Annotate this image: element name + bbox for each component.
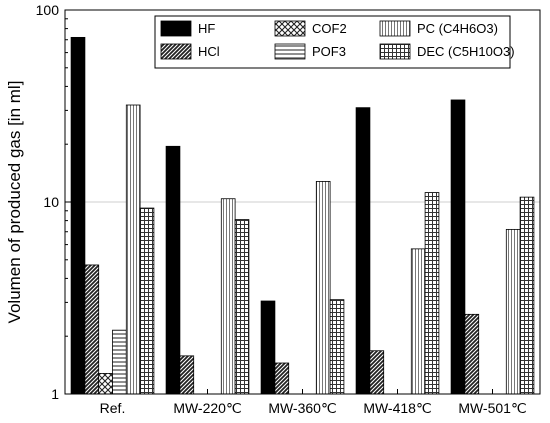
bar-6-3 bbox=[329, 299, 345, 395]
bar-2-3 bbox=[274, 362, 290, 395]
legend-label: POF3 bbox=[312, 44, 346, 59]
bar-5-5 bbox=[505, 228, 521, 395]
legend-label: COF2 bbox=[312, 21, 347, 36]
bar-6-1 bbox=[139, 207, 155, 395]
legend-swatch bbox=[379, 20, 411, 37]
bar-5-1 bbox=[125, 104, 141, 395]
axis-ticks bbox=[65, 9, 493, 395]
bar-1-3 bbox=[260, 300, 276, 395]
y-tick-label: 1 bbox=[51, 386, 59, 402]
bar-1-1 bbox=[70, 36, 86, 395]
bar-5-4 bbox=[410, 248, 426, 395]
y-tick-label: 10 bbox=[43, 194, 59, 210]
bar-1-5 bbox=[450, 99, 466, 395]
legend-label: HCl bbox=[198, 44, 220, 59]
bar-1-2 bbox=[165, 145, 181, 395]
bar-6-5 bbox=[519, 196, 535, 395]
legend-box bbox=[154, 15, 511, 69]
x-tick-labels: Ref. MW-220℃ MW-360℃ MW-418℃ MW-501℃ bbox=[100, 400, 527, 416]
x-tick-label: MW-501℃ bbox=[458, 400, 526, 416]
y-axis-label: Volumen of produced gas [in ml] bbox=[5, 81, 24, 324]
x-tick-label: MW-360℃ bbox=[268, 400, 336, 416]
legend-label: DEC (C5H10O3) bbox=[417, 44, 515, 59]
y-tick-label: 100 bbox=[36, 2, 60, 18]
bar-4-1 bbox=[112, 329, 127, 395]
x-tick-label: MW-220℃ bbox=[173, 400, 241, 416]
legend-label: HF bbox=[198, 21, 215, 36]
bar-5-3 bbox=[315, 181, 331, 395]
bar-2-4 bbox=[369, 350, 385, 395]
legend-swatch bbox=[160, 43, 192, 60]
bar-6-4 bbox=[424, 192, 440, 395]
bar-6-2 bbox=[234, 219, 250, 395]
x-tick-label: MW-418℃ bbox=[363, 400, 431, 416]
legend-swatch bbox=[379, 43, 411, 60]
x-tick-label: Ref. bbox=[100, 400, 126, 416]
bar-2-1 bbox=[84, 264, 100, 395]
bar-3-1 bbox=[98, 373, 113, 395]
bar-5-2 bbox=[220, 198, 236, 395]
legend-label: PC (C4H6O3) bbox=[417, 21, 498, 36]
bar-2-2 bbox=[179, 355, 195, 395]
bars bbox=[70, 36, 535, 395]
legend: HF HCl COF2 POF3 PC (C4H6O3) DEC (C5H10O3) bbox=[154, 15, 515, 69]
bar-2-5 bbox=[464, 313, 480, 395]
bar-1-4 bbox=[355, 107, 371, 395]
y-tick-labels: 1 10 100 bbox=[36, 2, 60, 402]
legend-swatch bbox=[274, 43, 306, 60]
legend-swatch bbox=[160, 20, 192, 37]
legend-swatch bbox=[274, 20, 306, 37]
